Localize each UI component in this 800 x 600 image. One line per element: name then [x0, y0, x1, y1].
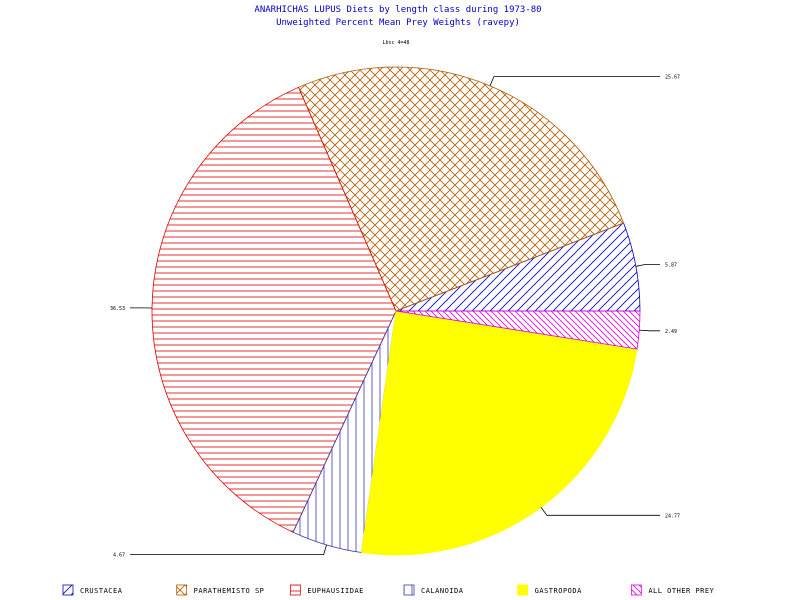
legend-swatch-calanoida [403, 584, 415, 596]
legend-swatch-parathemisto-sp [176, 584, 188, 596]
legend-label-all-other-prey: ALL OTHER PREY [648, 587, 714, 595]
pie-slice-all-other-prey [395, 310, 641, 350]
legend-label-gastropoda: GASTROPODA [535, 587, 582, 595]
leader-line-gastropoda [540, 507, 660, 516]
pie-slices [151, 66, 641, 556]
leader-line-crustacea [635, 263, 660, 267]
leader-line-parathemisto-sp [489, 76, 660, 86]
data-label-all-other-prey: 2.49 [665, 329, 677, 335]
pie-slice-gastropoda [361, 310, 638, 556]
pie-slice-parathemisto-sp [298, 66, 625, 312]
data-label-crustacea: 5.87 [665, 262, 677, 268]
data-label-calanoida: 4.67 [113, 553, 125, 559]
pie-slice-euphausiidae [151, 86, 397, 533]
legend-label-parathemisto-sp: PARATHEMISTO SP [194, 587, 265, 595]
leader-line-all-other-prey [639, 329, 660, 332]
leader-line-calanoida [130, 544, 327, 555]
legend-label-crustacea: CRUSTACEA [80, 587, 123, 595]
legend-swatch-crustacea [62, 584, 74, 596]
chart-top-label: Lbsc 4=48 [382, 40, 409, 46]
legend-swatch-all-other-prey [630, 584, 642, 596]
legend-swatch-gastropoda [517, 584, 529, 596]
data-label-parathemisto-sp: 25.67 [665, 75, 680, 81]
legend-swatch-euphausiidae [289, 584, 301, 596]
legend: CRUSTACEA PARATHEMISTO SP EUPHAUSIIDAE CALA… [62, 584, 714, 596]
legend-label-calanoida: CALANOIDA [421, 587, 464, 595]
legend-label-euphausiidae: EUPHAUSIIDAE [307, 587, 364, 595]
slice-leaders: 5.87 25.67 36.53 4.67 24.77 2.49 [110, 75, 680, 559]
data-label-gastropoda: 24.77 [665, 513, 680, 519]
chart-title: ANARHICHAS LUPUS Diets by length class d… [254, 5, 541, 15]
data-label-euphausiidae: 36.53 [110, 306, 125, 312]
chart-subtitle: Unweighted Percent Mean Prey Weights (ra… [276, 18, 520, 28]
